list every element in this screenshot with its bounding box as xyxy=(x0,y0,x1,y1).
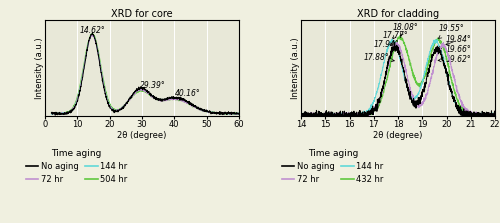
Text: 17.77°: 17.77° xyxy=(382,31,408,40)
Text: 19.55°: 19.55° xyxy=(438,24,464,39)
Legend: No aging, 72 hr, 144 hr, 432 hr: No aging, 72 hr, 144 hr, 432 hr xyxy=(282,149,384,184)
X-axis label: 2θ (degree): 2θ (degree) xyxy=(118,130,166,140)
Text: 19.84°: 19.84° xyxy=(446,35,471,45)
Y-axis label: Intensity (a.u.): Intensity (a.u.) xyxy=(34,37,43,99)
Text: 17.88°: 17.88° xyxy=(364,53,394,62)
Legend: No aging, 72 hr, 144 hr, 504 hr: No aging, 72 hr, 144 hr, 504 hr xyxy=(26,149,128,184)
Text: 19.66°: 19.66° xyxy=(439,45,471,54)
Text: 17.94°: 17.94° xyxy=(374,40,400,49)
Text: 40.16°: 40.16° xyxy=(175,89,201,98)
Y-axis label: Intensity (a.u.): Intensity (a.u.) xyxy=(290,37,300,99)
Text: 18.08°: 18.08° xyxy=(392,23,418,36)
Text: 19.62°: 19.62° xyxy=(438,55,471,64)
Title: XRD for cladding: XRD for cladding xyxy=(357,9,439,19)
X-axis label: 2θ (degree): 2θ (degree) xyxy=(374,130,422,140)
Text: 14.62°: 14.62° xyxy=(80,26,105,35)
Text: 29.39°: 29.39° xyxy=(140,81,166,90)
Title: XRD for core: XRD for core xyxy=(111,9,173,19)
